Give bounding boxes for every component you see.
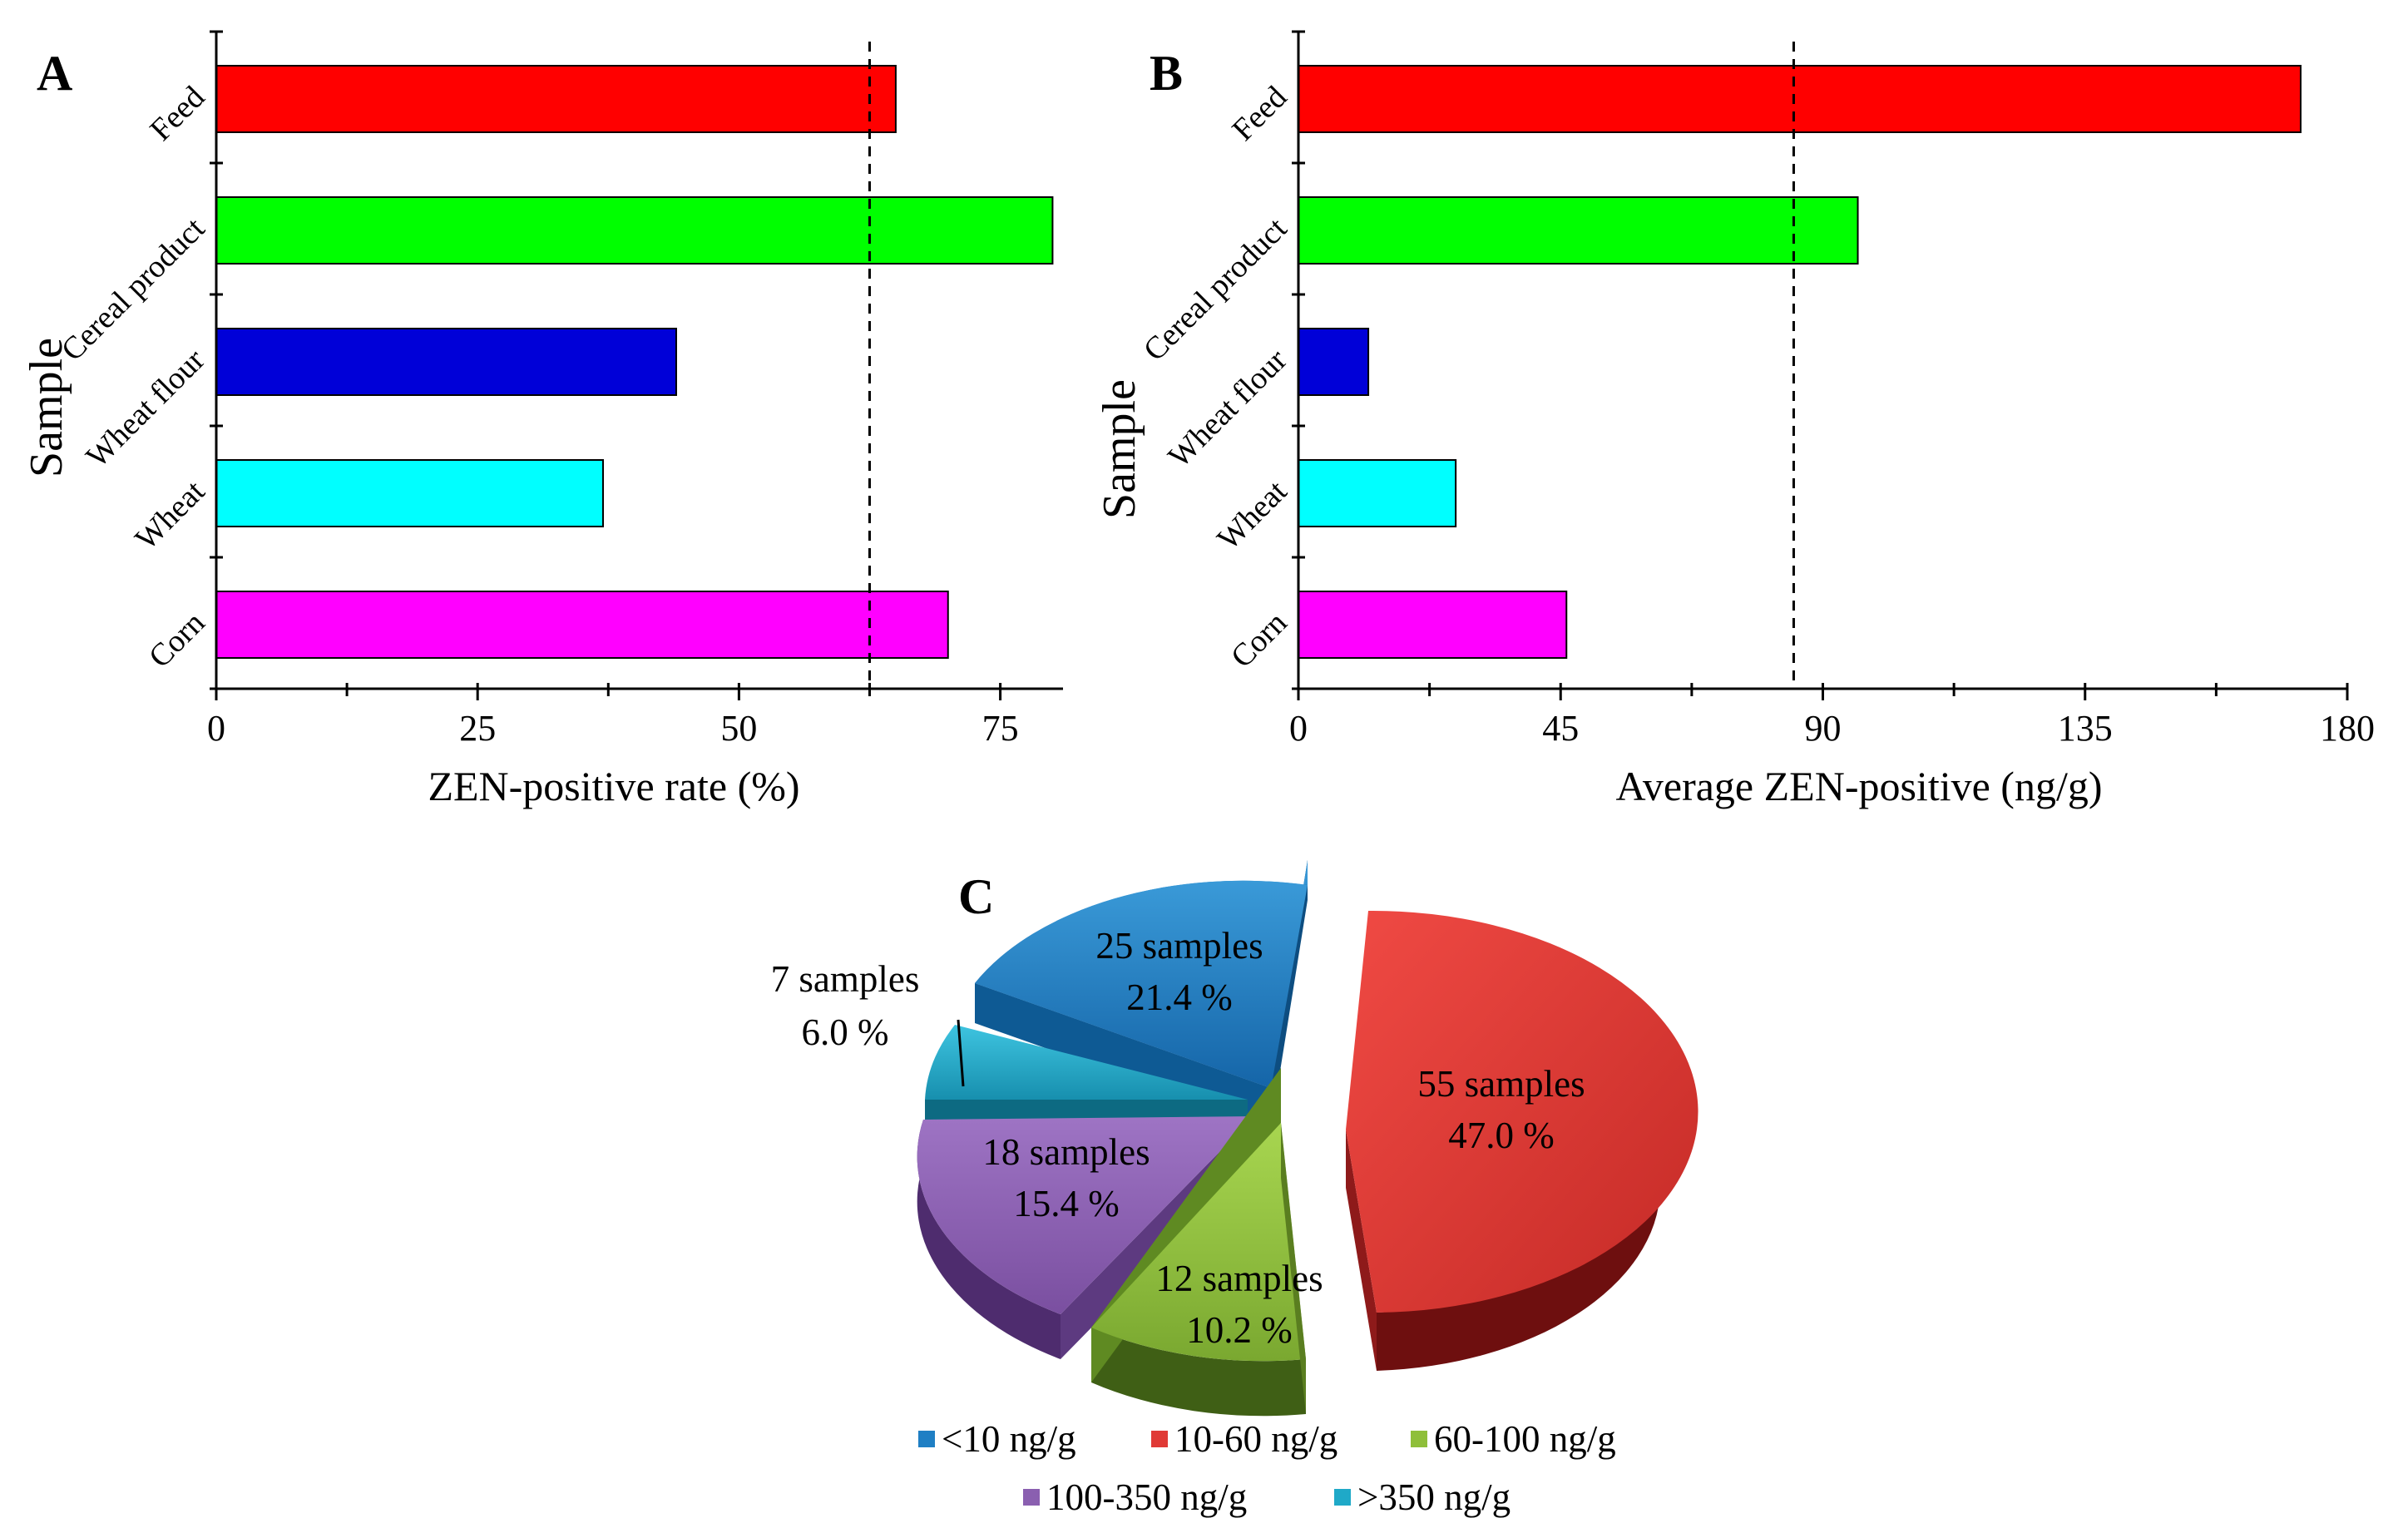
panel-b-bar-feed — [1298, 65, 2302, 133]
pie-leader-line — [957, 1019, 965, 1087]
panel-a-letter: A — [37, 46, 72, 101]
panel-b-x-ticks: 0 45 90 135 180 — [1289, 683, 2375, 749]
panel-a-bar-wheat-flour — [215, 328, 677, 396]
panel-b-bar-wheat-flour — [1298, 328, 1370, 396]
panel-b-letter: B — [1150, 46, 1183, 101]
pie-label-10-60-pct: 47.0 % — [1448, 1115, 1555, 1156]
panel-a-x-tick-label: 75 — [982, 708, 1019, 749]
panel-a-y-ticks — [210, 30, 223, 690]
pie-legend: <10 ng/g 10-60 ng/g 60-100 ng/g 100-350 … — [918, 1418, 1616, 1518]
pie-label-gt350-count: 7 samples — [771, 958, 920, 1000]
legend-swatch-lt10 — [918, 1431, 935, 1447]
panel-b-bars — [1298, 42, 2302, 689]
panel-c: C — [771, 860, 1698, 1518]
panel-b-y-ticks — [1292, 30, 1305, 690]
legend-item-60-100: 60-100 ng/g — [1411, 1418, 1616, 1460]
pie-slice-10-60 — [1346, 910, 1698, 1371]
pie-slice-lt10 — [975, 860, 1308, 1128]
legend-item-100-350: 100-350 ng/g — [1023, 1476, 1247, 1518]
pie-label-gt350-pct: 6.0 % — [802, 1011, 889, 1053]
pie-label-lt10-pct: 21.4 % — [1126, 977, 1233, 1018]
legend-swatch-100-350 — [1023, 1489, 1040, 1506]
panel-a-bars — [215, 42, 1054, 689]
panel-a-x-tick-label: 25 — [459, 708, 496, 749]
panel-a-bar-cereal-product — [215, 196, 1054, 265]
panel-b-category-label-wheat-flour: Wheat flour — [1162, 342, 1294, 474]
panel-a-y-axis-title: Sample — [21, 338, 72, 477]
panel-b-x-tick-label: 90 — [1805, 708, 1842, 749]
panel-a-category-label-wheat: Wheat — [129, 473, 212, 556]
panel-b-category-label-feed: Feed — [1225, 80, 1293, 148]
pie-label-lt10-count: 25 samples — [1095, 925, 1263, 967]
pie-label-60-100-pct: 10.2 % — [1186, 1309, 1293, 1351]
panel-a-x-tick-label: 50 — [720, 708, 757, 749]
panel-a-category-label-feed: Feed — [143, 80, 211, 148]
panel-a-category-label-wheat-flour: Wheat flour — [80, 342, 212, 474]
legend-item-gt350: >350 ng/g — [1334, 1476, 1511, 1518]
legend-label-60-100: 60-100 ng/g — [1434, 1418, 1616, 1460]
pie-label-10-60-count: 55 samples — [1417, 1063, 1585, 1105]
panel-a-bar-feed — [215, 65, 897, 133]
panel-a-x-axis-title: ZEN-positive rate (%) — [428, 763, 799, 809]
legend-swatch-10-60 — [1151, 1431, 1168, 1447]
panel-a-x-tick-label: 0 — [207, 708, 225, 749]
panel-b-y-axis-title: Sample — [1094, 379, 1145, 519]
panel-b-x-tick-label: 135 — [2058, 708, 2113, 749]
panel-a-category-label-corn: Corn — [142, 606, 211, 675]
panel-b-x-tick-label: 45 — [1542, 708, 1579, 749]
pie-label-100-350-count: 18 samples — [982, 1131, 1150, 1173]
pie-label-100-350-pct: 15.4 % — [1013, 1183, 1120, 1224]
legend-swatch-gt350 — [1334, 1489, 1351, 1506]
panel-a-bar-corn — [215, 591, 949, 659]
legend-label-gt350: >350 ng/g — [1357, 1476, 1511, 1518]
legend-swatch-60-100 — [1411, 1431, 1427, 1447]
panel-a-bar-wheat — [215, 459, 605, 527]
legend-label-100-350: 100-350 ng/g — [1046, 1476, 1247, 1518]
panel-b-category-label-wheat: Wheat — [1211, 473, 1294, 556]
panel-b-x-axis-title: Average ZEN-positive (ng/g) — [1616, 763, 2103, 809]
legend-item-10-60: 10-60 ng/g — [1151, 1418, 1338, 1460]
pie-label-60-100-count: 12 samples — [1155, 1258, 1323, 1299]
pie-slice-60-100 — [1091, 1068, 1306, 1417]
panel-c-letter: C — [958, 869, 994, 924]
legend-item-lt10: <10 ng/g — [918, 1418, 1076, 1460]
panel-b-bar-corn — [1298, 591, 1568, 659]
panel-b-category-label-corn: Corn — [1224, 606, 1293, 675]
panel-b-bar-wheat — [1298, 459, 1457, 527]
legend-label-lt10: <10 ng/g — [942, 1418, 1076, 1460]
panel-a-x-ticks: 0 25 50 75 — [207, 683, 1019, 749]
panel-b-x-tick-label: 180 — [2320, 708, 2375, 749]
panel-b-x-tick-label: 0 — [1289, 708, 1308, 749]
panel-b-bar-cereal-product — [1298, 196, 1859, 265]
legend-label-10-60: 10-60 ng/g — [1174, 1418, 1338, 1460]
